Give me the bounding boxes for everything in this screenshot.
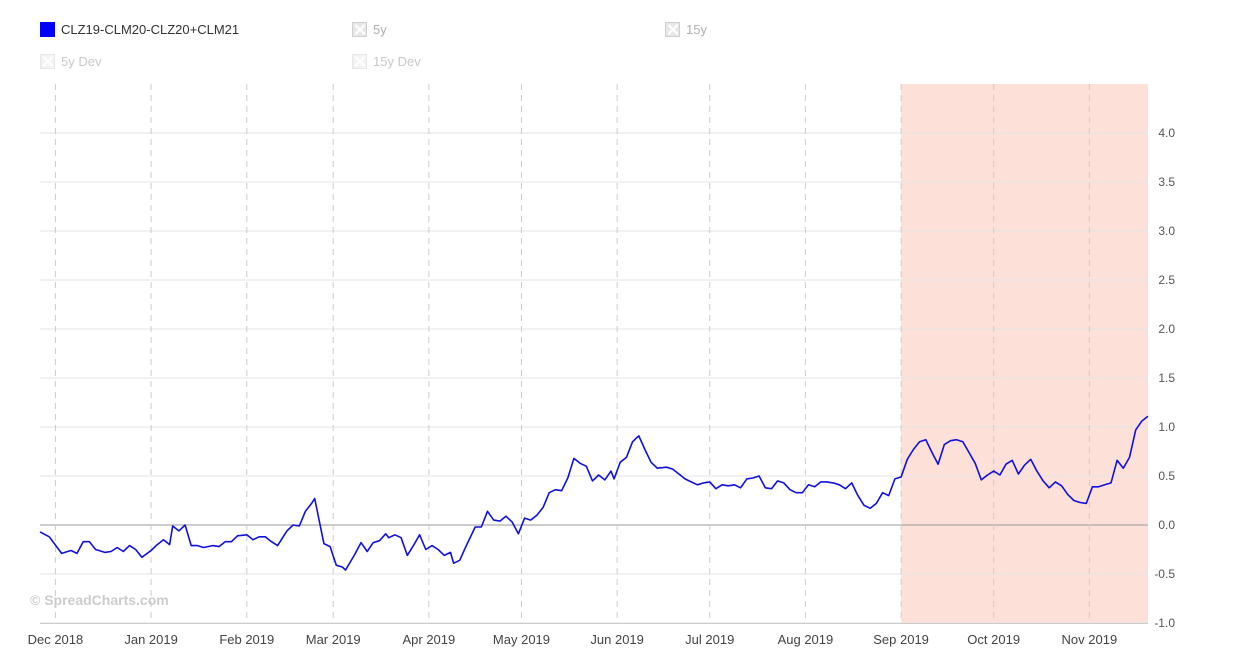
- x-tick-label: Feb 2019: [219, 632, 274, 647]
- highlight-layer: [901, 84, 1148, 623]
- legend-disabled-icon: [665, 22, 680, 37]
- y-tick-label: 0.0: [1158, 518, 1175, 532]
- axis-labels: -1.0 -0.5 0.0 0.5 1.0 1.5 2.0 2.5 3.0 3.5 4.0 Dec 2…: [28, 126, 1176, 647]
- series-layer: [39, 415, 1149, 571]
- x-tick-label: Jun 2019: [590, 632, 644, 647]
- legend-disabled-icon: [40, 54, 55, 69]
- legend-swatch-icon: [40, 22, 55, 37]
- legend-disabled-icon: [352, 54, 367, 69]
- y-tick-label: -0.5: [1154, 567, 1175, 581]
- y-tick-label: 3.0: [1158, 224, 1175, 238]
- grid-layer: [40, 84, 1148, 624]
- x-tick-label: Jul 2019: [685, 632, 734, 647]
- y-tick-label: -1.0: [1154, 616, 1175, 630]
- legend-label: 5y: [373, 22, 387, 37]
- watermark: © SpreadCharts.com: [30, 592, 169, 608]
- y-tick-label: 1.5: [1158, 371, 1175, 385]
- x-tick-label: Dec 2018: [28, 632, 84, 647]
- x-tick-label: Jan 2019: [124, 632, 178, 647]
- legend-label: CLZ19-CLM20-CLZ20+CLM21: [61, 22, 240, 37]
- y-tick-label: 4.0: [1158, 126, 1175, 140]
- x-tick-label: Mar 2019: [306, 632, 361, 647]
- y-tick-label: 3.5: [1158, 175, 1175, 189]
- legend-item-5y-dev[interactable]: 5y Dev: [40, 54, 101, 69]
- y-tick-label: 2.5: [1158, 273, 1175, 287]
- x-tick-label: Sep 2019: [873, 632, 929, 647]
- x-tick-label: Apr 2019: [402, 632, 455, 647]
- highlight-region: [901, 84, 1148, 623]
- series-line: [39, 415, 1149, 571]
- legend-item-spread[interactable]: CLZ19-CLM20-CLZ20+CLM21: [40, 22, 239, 37]
- x-tick-label: May 2019: [493, 632, 550, 647]
- legend-item-15y[interactable]: 15y: [665, 22, 707, 37]
- legend-disabled-icon: [352, 22, 367, 37]
- legend-item-5y[interactable]: 5y: [352, 22, 387, 37]
- x-tick-label: Oct 2019: [967, 632, 1020, 647]
- legend-label: 15y Dev: [373, 54, 421, 69]
- legend-item-15y-dev[interactable]: 15y Dev: [352, 54, 421, 69]
- chart-legend: CLZ19-CLM20-CLZ20+CLM21 5y 15y 5y Dev 15…: [0, 0, 1234, 84]
- legend-label: 15y: [686, 22, 707, 37]
- y-tick-label: 1.0: [1158, 420, 1175, 434]
- legend-label: 5y Dev: [61, 54, 102, 69]
- x-tick-label: Aug 2019: [778, 632, 834, 647]
- y-tick-label: 2.0: [1158, 322, 1175, 336]
- x-tick-label: Nov 2019: [1062, 632, 1118, 647]
- y-tick-label: 0.5: [1158, 469, 1175, 483]
